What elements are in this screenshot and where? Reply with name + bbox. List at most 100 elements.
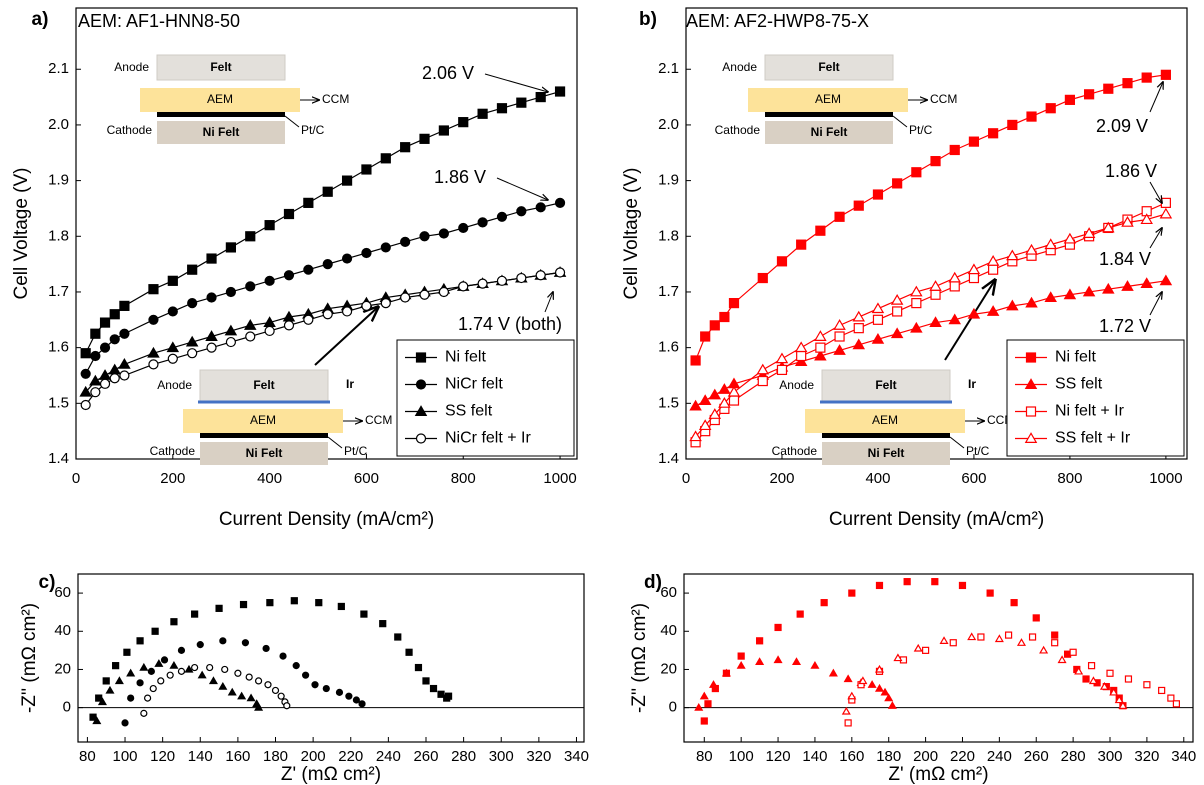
x-tick-label: 80: [79, 748, 96, 765]
data-point: [99, 317, 111, 328]
aem-layer: [140, 88, 300, 112]
data-point: [1087, 662, 1096, 670]
data-point: [496, 275, 508, 286]
data-point: [277, 692, 285, 700]
data-point: [773, 655, 783, 664]
y-tick-label: 1.6: [658, 339, 679, 356]
data-point: [1007, 119, 1018, 131]
x-tick-label: 200: [160, 470, 185, 487]
data-point: [939, 636, 949, 644]
data-point: [341, 306, 353, 317]
data-point: [315, 599, 323, 607]
inset-label: Cathode: [107, 123, 153, 137]
data-point: [1172, 700, 1181, 708]
data-point: [109, 334, 120, 345]
data-point: [184, 664, 194, 673]
y-tick-label: 0: [669, 699, 677, 716]
data-point: [1140, 277, 1153, 289]
data-point: [264, 275, 275, 286]
data-point: [988, 128, 999, 139]
x-tick-label: 160: [225, 748, 250, 765]
data-point: [254, 703, 264, 711]
data-point: [245, 331, 256, 342]
data-point: [290, 597, 298, 605]
data-point: [911, 167, 922, 178]
data-point: [871, 302, 885, 314]
y-tick-label: 0: [63, 699, 71, 716]
data-point: [429, 684, 438, 693]
data-point: [337, 602, 345, 611]
data-point: [535, 91, 546, 103]
data-point: [191, 610, 199, 618]
data-point: [419, 231, 430, 242]
data-point: [1159, 274, 1173, 286]
legend-box: [1006, 339, 1185, 457]
annotation: 2.06 V: [422, 63, 474, 83]
x-axis-label: Z' (mΩ cm²): [888, 764, 988, 785]
data-point: [379, 620, 387, 628]
x-axis-label: Current Density (mA/cm²): [829, 509, 1044, 530]
data-point: [1121, 280, 1134, 291]
data-point: [847, 691, 857, 700]
data-point: [1159, 207, 1173, 219]
annotation: 1.74 V (both): [458, 314, 562, 334]
data-point: [708, 408, 722, 419]
data-point: [187, 264, 198, 275]
data-point: [234, 669, 242, 677]
data-point: [1082, 285, 1096, 297]
data-point: [121, 719, 129, 727]
x-tick-label: 120: [766, 748, 791, 765]
annotation: 1.86 V: [1105, 161, 1157, 181]
data-point: [148, 314, 159, 325]
data-point: [700, 717, 708, 725]
data-point: [147, 667, 155, 675]
data-point: [322, 259, 333, 270]
x-tick-label: 400: [865, 470, 890, 487]
data-point: [414, 663, 423, 672]
aem-layer: [183, 409, 343, 433]
data-point: [444, 692, 453, 700]
data-point: [1118, 701, 1128, 709]
data-point: [709, 320, 720, 331]
x-tick-label: 220: [338, 748, 363, 765]
data-point: [225, 242, 236, 253]
inset-label: Anode: [114, 60, 149, 74]
annotation-arrow: [1149, 82, 1163, 113]
data-point: [820, 599, 828, 607]
data-point: [148, 284, 159, 295]
inset-label: Cathode: [150, 444, 196, 458]
data-point: [206, 253, 217, 264]
data-point: [98, 369, 112, 380]
data-point: [177, 667, 186, 675]
data-point: [736, 661, 746, 669]
data-point: [988, 264, 999, 275]
legend-marker: [415, 352, 427, 363]
data-point: [118, 358, 131, 369]
data-point: [458, 281, 469, 292]
legend-marker: [414, 405, 428, 416]
inset-label: Pt/C: [966, 444, 990, 458]
x-tick-label: 280: [1061, 748, 1086, 765]
data-point: [967, 632, 977, 641]
data-point: [843, 674, 853, 683]
data-point: [930, 156, 941, 167]
legend-label: SS felt: [445, 403, 493, 420]
annotation-arrow: [1149, 181, 1162, 203]
inset-pointer: [327, 436, 343, 449]
data-point: [108, 363, 121, 375]
x-tick-label: 300: [1097, 748, 1122, 765]
y-tick-label: 1.8: [658, 227, 679, 244]
data-point: [1004, 631, 1013, 639]
inset-label: Cathode: [715, 123, 761, 137]
data-point: [890, 327, 904, 339]
chart-title: AEM: AF2-HWP8-75-X: [686, 11, 869, 31]
data-point: [1158, 686, 1166, 695]
data-point: [114, 676, 124, 685]
aem-layer: [805, 409, 965, 433]
data-point: [303, 314, 314, 325]
data-point: [892, 306, 903, 317]
x-tick-label: 340: [564, 748, 589, 765]
data-point: [977, 633, 985, 641]
x-tick-label: 100: [113, 748, 138, 765]
data-point: [1122, 78, 1133, 89]
